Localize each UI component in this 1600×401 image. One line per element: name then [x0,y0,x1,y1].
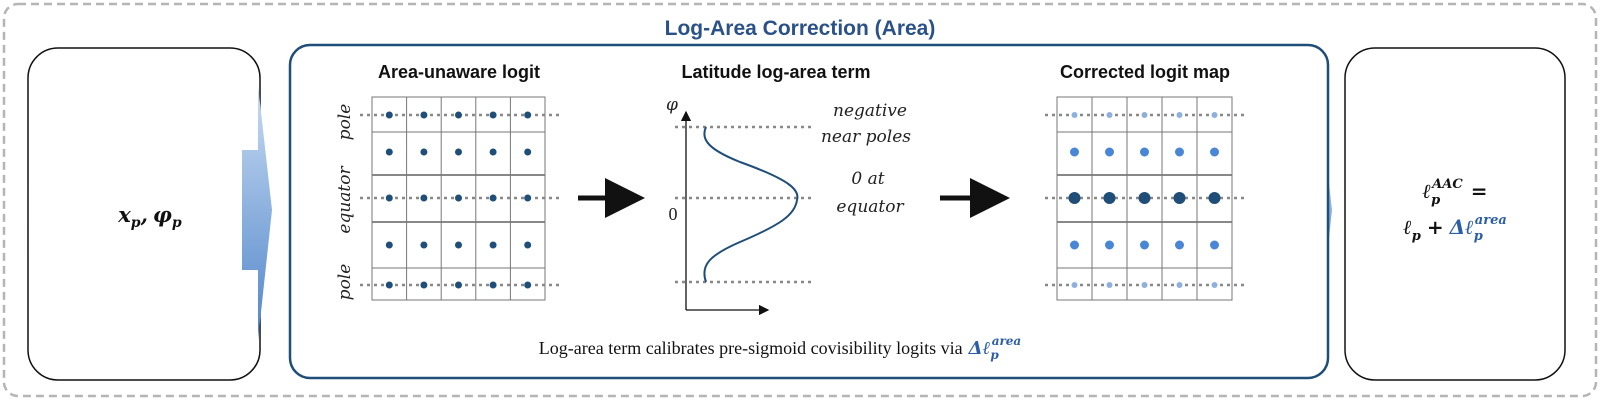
reference-lines [675,125,815,284]
grid-dot [489,148,497,156]
axis-label: φ [666,95,678,115]
caption: Log-area term calibrates pre-sigmoid cov… [539,334,1021,362]
row-label: pole [335,264,355,301]
grid-dot [1175,240,1184,250]
grid-dot [1176,282,1183,288]
grid-dot [489,111,497,119]
grid-dot [455,111,462,119]
flow-arrow [242,85,272,340]
superscript: area [1475,213,1507,228]
input-formula: xp, φp [117,202,182,231]
grid-dot [420,111,428,119]
grid-dot [385,148,393,156]
grid-dot [1070,147,1079,157]
symbol: Δℓ [968,338,991,359]
equals: = [1471,179,1488,203]
grid-dot [1103,192,1116,204]
row-label: pole [335,104,355,141]
zero-label: 0 [669,204,678,224]
grid-dot [1106,112,1113,118]
subscript: p [131,215,141,231]
grid-dot [1141,112,1148,118]
output-box [1344,47,1566,381]
separator: , [140,202,148,227]
annotation: near poles [821,127,911,147]
grid-dot [1176,112,1183,118]
grid-dot [1071,282,1078,288]
grid-dot [1140,147,1149,157]
grid-dot [420,241,428,249]
symbol: x [117,202,131,227]
grid-dot [1140,240,1149,250]
grid-dot [1070,240,1079,250]
annotation: negative [833,101,907,121]
grid-dot [385,194,393,202]
grid-dot [1175,147,1184,157]
grid-dot [524,111,532,119]
grid-dot [1208,192,1221,204]
grid-dot [1068,192,1081,204]
grid-dot [455,241,462,249]
grid-dot [455,148,462,156]
grid-dot [524,148,532,156]
panel-title: Latitude log-area term [681,62,870,82]
title: Log-Area Correction (Area) [665,17,936,40]
grid-dot [1138,192,1151,204]
grid-dot [1211,112,1218,118]
annotation: equator [836,197,904,217]
superscript: area [992,334,1022,348]
grid-dot [524,194,532,202]
grid-dot [524,241,532,249]
output-line: ℓp + Δℓparea [1403,213,1507,244]
plus: + [1427,215,1444,239]
grid-dot [1211,282,1218,288]
grid-dot [524,281,532,289]
grid-dot [489,241,497,249]
grid-dot [420,194,428,202]
grid-dot [420,148,428,156]
subscript: p [1474,229,1483,244]
subscript: p [1431,193,1440,208]
grid-dot [1173,192,1186,204]
panel-title: Corrected logit map [1060,62,1230,82]
symbol: Δℓ [1449,215,1474,239]
subscript: p [990,348,999,362]
output-line: ℓpAAC = [1423,177,1488,208]
grid-dot [420,281,428,289]
subscript: p [172,215,182,231]
grid-dot [1210,240,1219,250]
grid-dot [385,281,393,289]
panel-title: Area-unaware logit [378,62,540,82]
grid-dot [1071,112,1078,118]
grid-dot [1106,282,1113,288]
grid-dot [385,241,393,249]
annotation: 0 at [851,169,884,189]
row-label: equator [335,166,355,234]
subscript: p [1412,229,1421,244]
grid-dot [455,281,462,289]
grid-dot [489,281,497,289]
grid-dot [455,194,462,202]
grid-dot [1141,282,1148,288]
log-area-curve [703,126,799,283]
caption-text: Log-area term calibrates pre-sigmoid cov… [539,338,963,358]
symbol: ℓ [1403,215,1412,239]
grid-dot [1210,147,1219,157]
grid-dot [385,111,393,119]
grid-dot [489,194,497,202]
symbol: ℓ [1423,179,1432,203]
symbol: φ [153,202,172,227]
superscript: AAC [1430,177,1463,192]
grid-dot [1105,147,1114,157]
grid-dot [1105,240,1114,250]
